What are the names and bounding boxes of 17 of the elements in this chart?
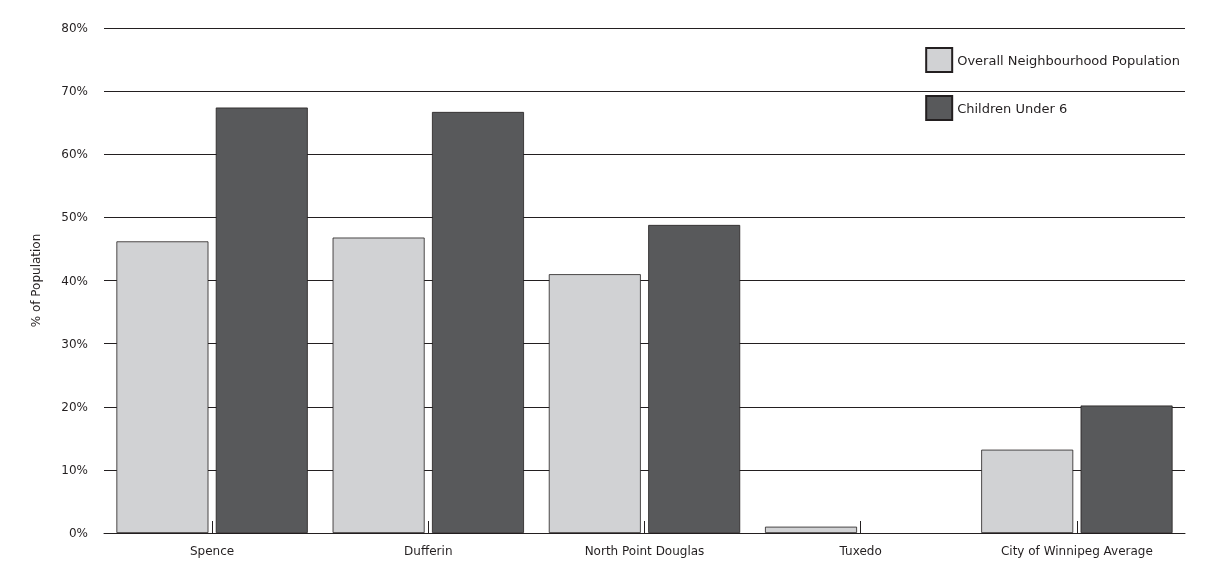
x-tick-label: Spence — [190, 544, 235, 558]
x-tick-label: North Point Douglas — [584, 544, 705, 558]
y-tick-label: 20% — [61, 399, 88, 414]
y-tick-label: 70% — [61, 84, 88, 99]
x-tick-label: Dufferin — [404, 544, 453, 558]
legend-label: Children Under 6 — [957, 100, 1068, 116]
legend-label: Overall Neighbourhood Population — [957, 52, 1180, 68]
y-axis-title: % of Population — [29, 233, 43, 328]
x-tick-label: City of Winnipeg Average — [1000, 544, 1153, 558]
y-tick-label: 50% — [61, 210, 88, 225]
y-tick-label: 10% — [61, 462, 88, 477]
y-tick-label: 0% — [68, 526, 88, 540]
y-tick-label: 80% — [61, 21, 88, 35]
y-tick-label: 30% — [61, 336, 88, 351]
x-tick-label: Tuxedo — [838, 544, 882, 558]
y-tick-label: 40% — [61, 273, 88, 288]
y-tick-label: 60% — [61, 147, 88, 162]
